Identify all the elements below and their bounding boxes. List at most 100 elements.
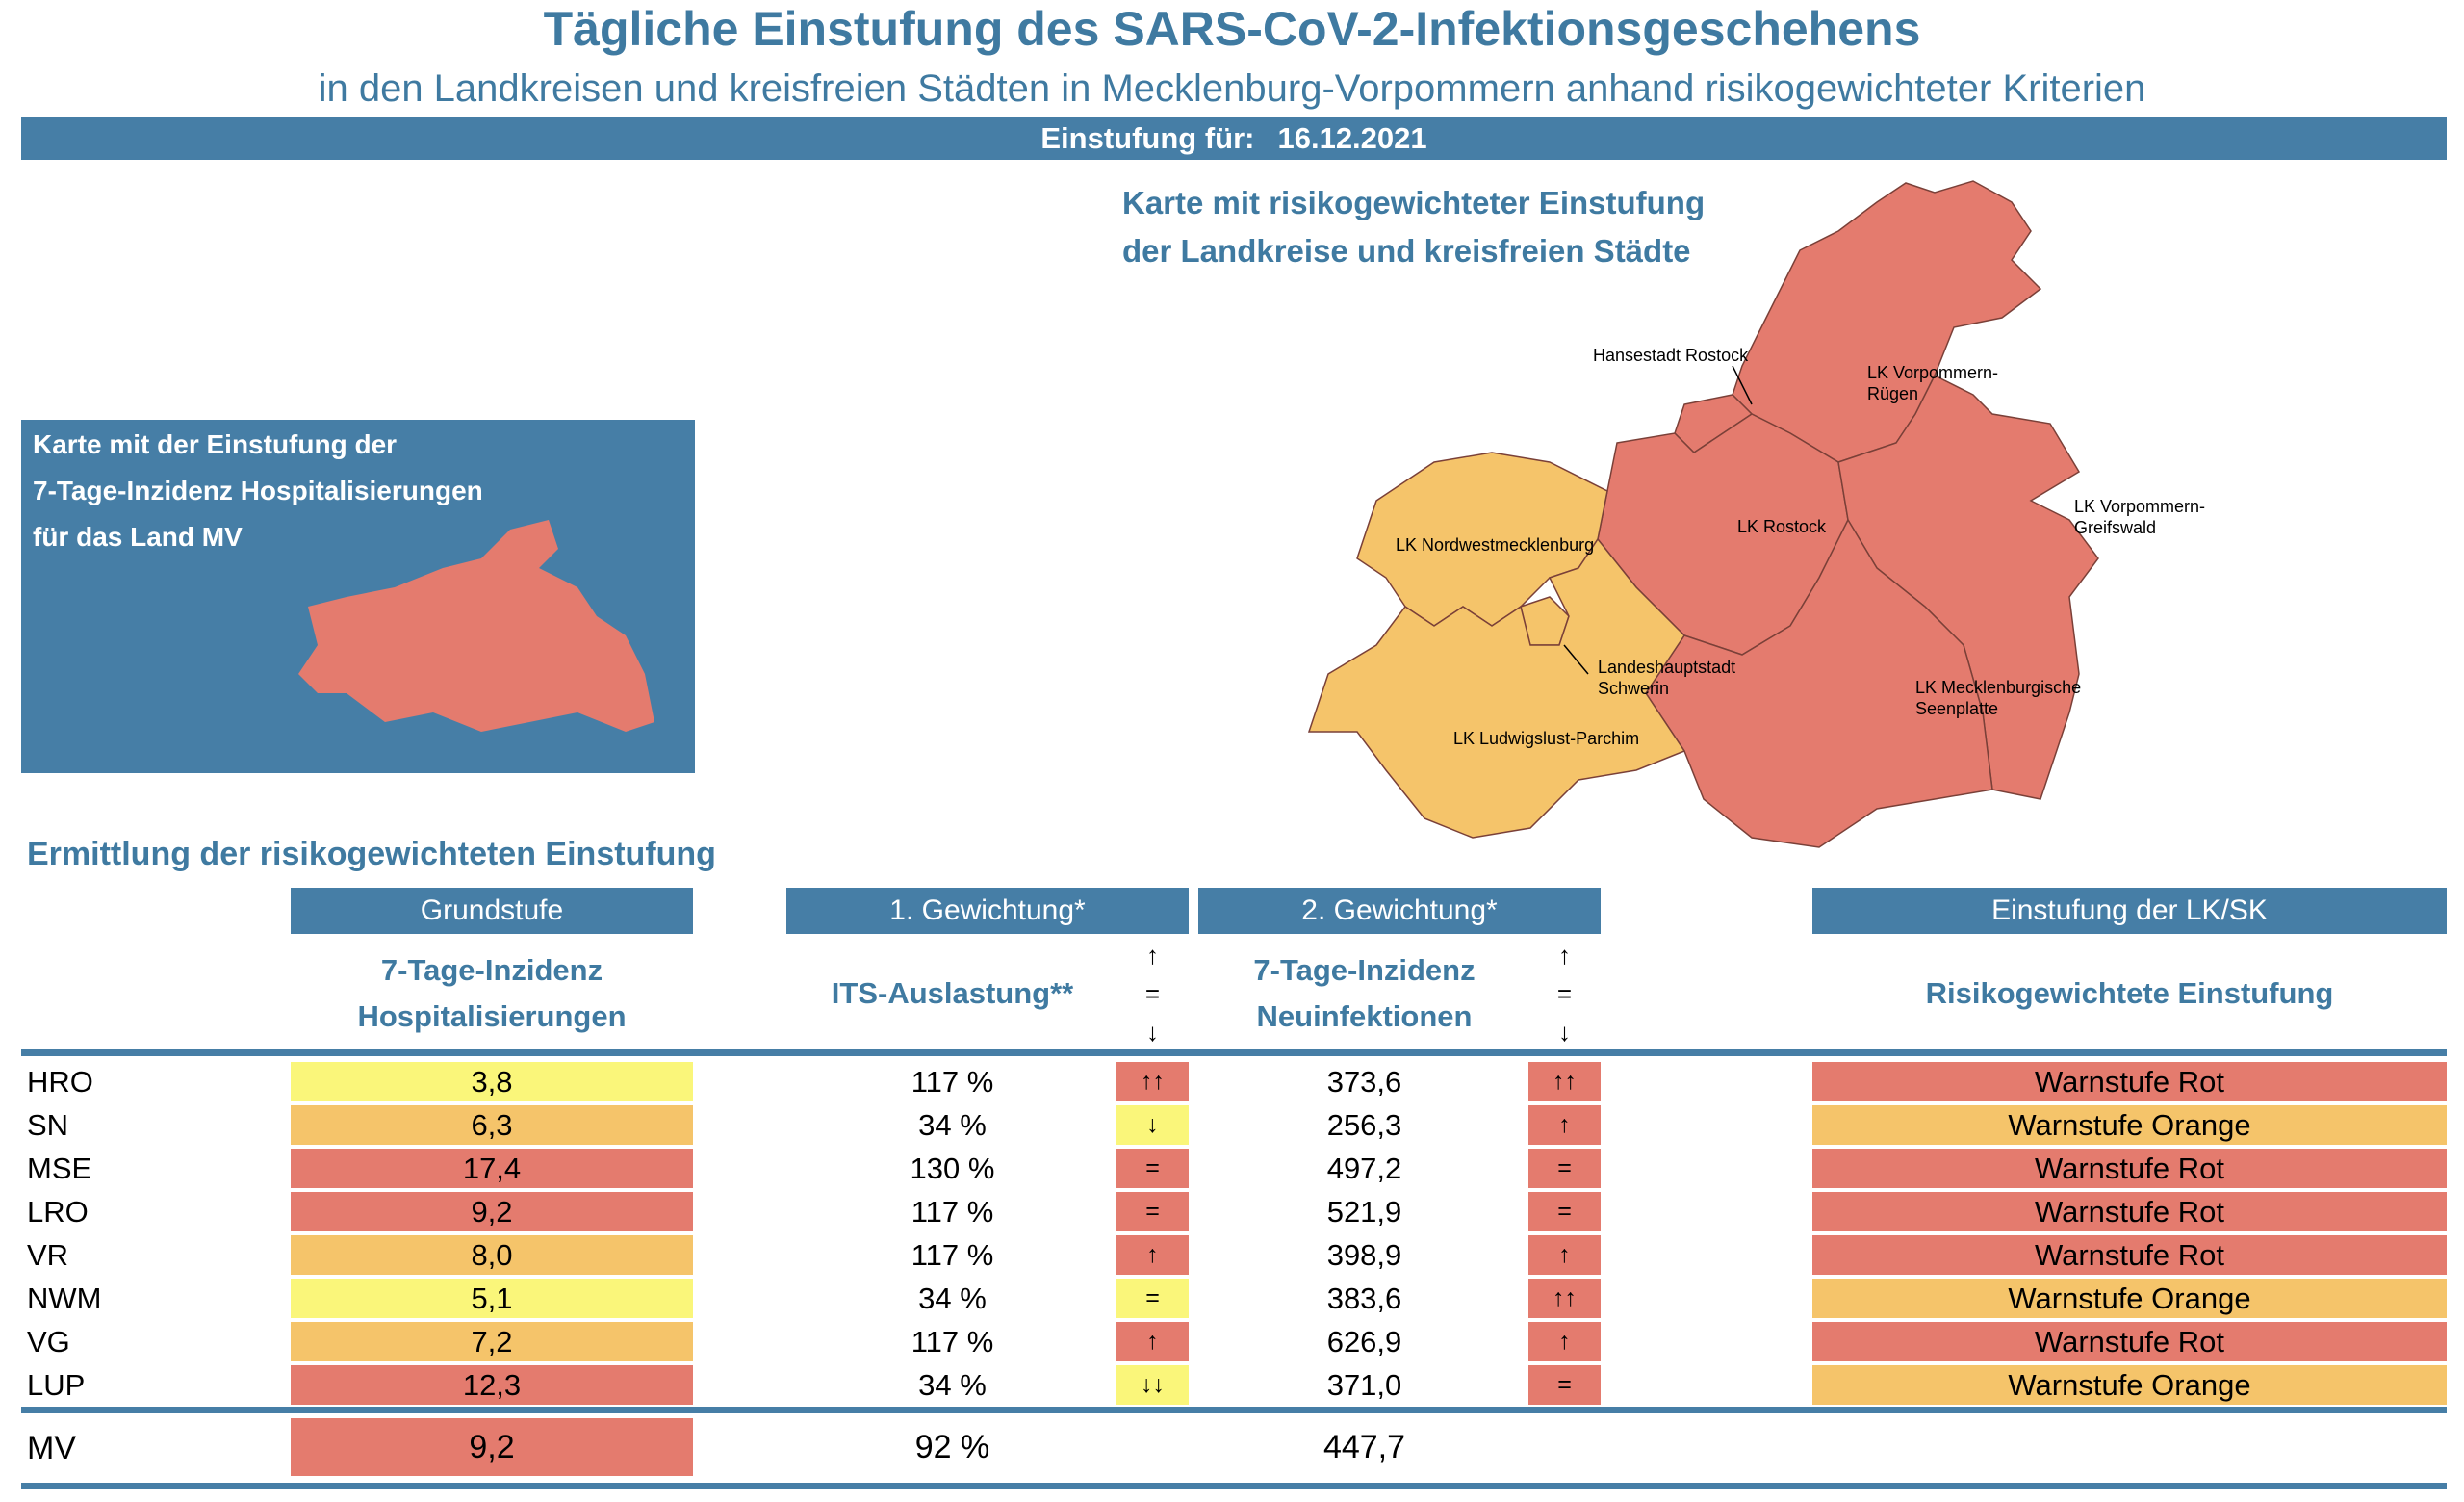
arrow-down-1: ↓ [1146,1018,1159,1047]
map-label-vr-2: Rügen [1867,384,1918,403]
total-label: MV [27,1430,76,1466]
arrow-up-2: ↑ [1558,941,1571,970]
inset-line1: Karte mit der Einstufung der [33,429,398,459]
inz-trend-cell: = [1528,1149,1601,1188]
hosp-cell: 6,3 [291,1105,693,1145]
its-cell: 130 % [910,1152,995,1185]
header-einstufung: Einstufung der LK/SK [1812,888,2447,934]
map-title-line1: Karte mit risikogewichteter Einstufung [1122,185,1706,220]
district-map: Hansestadt Rostock LK Vorpommern- Rügen … [1307,180,2205,848]
its-cell: 34 % [918,1282,987,1315]
total-inz-cell: 447,7 [1322,1429,1406,1465]
inz-trend-cell: ↑ [1528,1322,1601,1361]
risk-level-cell: Warnstufe Rot [1812,1192,2447,1231]
map-region-lup [1307,537,1686,839]
inz-trend-cell: = [1528,1365,1601,1405]
subheader-inz-line2: Neuinfektionen [1256,999,1473,1033]
row-label: VG [27,1325,70,1359]
date-banner: Einstufung für: 16.12.2021 [21,117,2447,160]
inset-map [298,520,654,732]
map-label-nwm: LK Nordwestmecklenburg [1396,535,1594,555]
page-title: Tägliche Einstufung des SARS-CoV-2-Infek… [543,2,1921,56]
risk-level-cell: Warnstufe Orange [1812,1105,2447,1145]
row-label: NWM [27,1282,102,1315]
inz-trend-cell: ↑ [1528,1105,1601,1145]
risk-level-cell: Warnstufe Rot [1812,1149,2447,1188]
map-label-sn-2: Schwerin [1598,679,1669,698]
map-label-vg-2: Greifswald [2074,518,2156,537]
its-trend-cell: ↓↓ [1116,1365,1189,1405]
its-cell: 34 % [918,1108,987,1142]
hosp-cell: 5,1 [291,1279,693,1318]
row-label: LUP [27,1368,86,1402]
date-value: 16.12.2021 [1277,121,1427,155]
map-leader-sn [1563,644,1589,675]
subheader-hosp-line2: Hospitalisierungen [357,999,627,1033]
row-label: MSE [27,1152,92,1185]
page-subtitle: in den Landkreisen und kreisfreien Städt… [318,67,2146,110]
row-label: SN [27,1108,69,1142]
risk-level-cell: Warnstufe Rot [1812,1062,2447,1101]
inz-trend-cell: ↑ [1528,1235,1601,1275]
subheader-inz-arrows: ↑ = ↓ [1528,936,1601,1051]
its-cell: 117 % [911,1325,994,1359]
subheader-its-arrows: ↑ = ↓ [1116,936,1189,1051]
subheader-its: ITS-Auslastung** [831,976,1074,1010]
header-gewichtung2: 2. Gewichtung* [1198,888,1601,934]
map-label-mse-1: LK Mecklenburgische [1915,678,2081,697]
its-trend-cell: = [1116,1192,1189,1231]
its-trend-cell: = [1116,1279,1189,1318]
row-label: LRO [27,1195,89,1229]
map-region-vr [1732,180,2042,463]
map-label-mse-2: Seenplatte [1915,699,1998,718]
arrow-down-2: ↓ [1558,1018,1571,1047]
subheader-inz: 7-Tage-Inzidenz Neuinfektionen [1198,947,1530,1040]
inz-cell: 373,6 [1326,1065,1402,1099]
map-label-vr-1: LK Vorpommern- [1867,363,1998,382]
its-cell: 117 % [911,1195,994,1229]
arrow-eq-1: = [1144,979,1161,1008]
its-cell: 117 % [911,1065,994,1099]
subheader-inz-line1: 7-Tage-Inzidenz [1253,953,1476,987]
hosp-cell: 8,0 [291,1235,693,1275]
row-label: VR [27,1238,69,1272]
inz-cell: 383,6 [1326,1282,1402,1315]
its-cell: 117 % [911,1238,994,1272]
inz-trend-cell: = [1528,1192,1601,1231]
date-label: Einstufung für: [1040,121,1255,155]
risk-level-cell: Warnstufe Orange [1812,1365,2447,1405]
arrow-up-1: ↑ [1146,941,1159,970]
arrow-eq-2: = [1556,979,1573,1008]
hosp-cell: 12,3 [291,1365,693,1405]
inz-cell: 521,9 [1326,1195,1402,1229]
map-label-lup: LK Ludwigslust-Parchim [1453,729,1639,748]
map-label-hro: Hansestadt Rostock [1593,346,1749,365]
subheader-hosp: 7-Tage-Inzidenz Hospitalisierungen [291,947,693,1040]
its-trend-cell: = [1116,1149,1189,1188]
inz-cell: 398,9 [1326,1238,1402,1272]
map-title-line2: der Landkreise und kreisfreien Städte [1122,233,1691,269]
inz-trend-cell: ↑↑ [1528,1279,1601,1318]
inz-cell: 256,3 [1326,1108,1402,1142]
header-gewichtung1: 1. Gewichtung* [786,888,1189,934]
map-title: Karte mit risikogewichteter Einstufung d… [1122,179,1705,275]
table-rule-top [21,1049,2447,1056]
table-rule-mid [21,1407,2447,1413]
risk-level-cell: Warnstufe Rot [1812,1322,2447,1361]
risk-level-cell: Warnstufe Rot [1812,1235,2447,1275]
map-leader-hro [1732,365,1753,405]
inz-cell: 371,0 [1326,1368,1402,1402]
risk-level-cell: Warnstufe Orange [1812,1279,2447,1318]
its-trend-cell: ↓ [1116,1105,1189,1145]
its-trend-cell: ↑↑ [1116,1062,1189,1101]
inz-cell: 497,2 [1326,1152,1402,1185]
map-label-sn-1: Landeshauptstadt [1598,658,1735,677]
section-title: Ermittlung der risikogewichteten Einstuf… [27,836,716,872]
map-region-nwm [1356,452,1608,627]
its-trend-cell: ↑ [1116,1322,1189,1361]
inz-cell: 626,9 [1326,1325,1402,1359]
its-trend-cell: ↑ [1116,1235,1189,1275]
hosp-cell: 3,8 [291,1062,693,1101]
inset-line3: für das Land MV [33,522,243,552]
subheader-hosp-line1: 7-Tage-Inzidenz [380,953,603,987]
